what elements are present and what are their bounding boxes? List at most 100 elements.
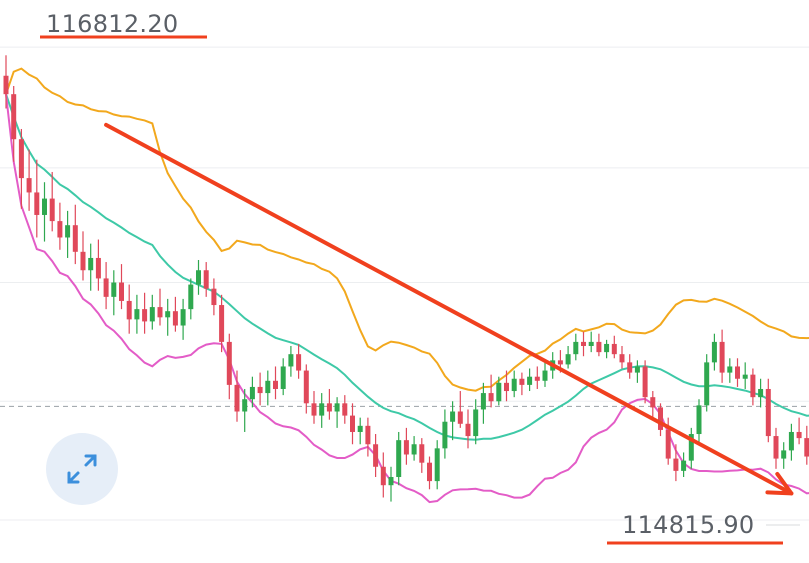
candle <box>573 334 578 361</box>
candle <box>342 395 347 424</box>
candle-body <box>681 461 686 471</box>
bollinger-middle-line <box>6 94 809 440</box>
candle-body <box>365 426 370 444</box>
candle <box>81 231 86 280</box>
candle-body <box>612 344 617 354</box>
candle-body <box>211 289 216 305</box>
candle-body <box>181 309 186 325</box>
candle <box>589 332 594 352</box>
candle-body <box>158 307 163 317</box>
candle <box>111 270 116 315</box>
candle-body <box>558 360 563 364</box>
candle <box>727 358 732 383</box>
candle-body <box>435 448 440 481</box>
candle <box>412 436 417 461</box>
candle-body <box>250 387 255 399</box>
candle-body <box>227 342 232 385</box>
candle <box>419 438 424 473</box>
candle-body <box>789 432 794 450</box>
candle <box>265 371 270 406</box>
candle <box>42 182 47 241</box>
candle <box>181 299 186 340</box>
candle <box>165 299 170 336</box>
candle-body <box>458 412 463 424</box>
candle <box>743 362 748 389</box>
candle-body <box>650 397 655 407</box>
candle-body <box>11 94 16 139</box>
candle <box>527 369 532 392</box>
candle-body <box>797 432 802 438</box>
candle <box>96 240 101 291</box>
candle <box>758 379 763 408</box>
candle-body <box>481 393 486 409</box>
candle <box>196 260 201 295</box>
candle-body <box>281 366 286 389</box>
candle-body <box>412 444 417 454</box>
trend-arrow-line <box>106 125 791 494</box>
candle <box>774 428 779 469</box>
candle <box>604 340 609 358</box>
candle-body <box>50 199 55 222</box>
candle <box>435 440 440 489</box>
candle <box>88 244 93 291</box>
candle-body <box>296 354 301 370</box>
candle <box>373 434 378 477</box>
candle <box>335 397 340 428</box>
candle <box>150 295 155 330</box>
candle <box>258 373 263 406</box>
candle <box>404 428 409 465</box>
candle-body <box>781 450 786 458</box>
candle <box>650 391 655 418</box>
candle <box>797 418 802 445</box>
candle-body <box>327 403 332 411</box>
bollinger-upper-line <box>6 69 809 391</box>
candle <box>204 262 209 297</box>
candle-body <box>342 403 347 415</box>
candle-body <box>396 440 401 477</box>
candle-body <box>73 225 78 252</box>
expand-button[interactable] <box>46 433 118 505</box>
candle-body <box>512 379 517 391</box>
candle <box>381 452 386 497</box>
candle-body <box>442 422 447 449</box>
candle <box>581 332 586 357</box>
candle-body <box>573 342 578 354</box>
candle-body <box>581 342 586 346</box>
candle-body <box>473 409 478 436</box>
candle-body <box>404 440 409 454</box>
candle-body <box>504 383 509 391</box>
candle <box>627 354 632 379</box>
candle-body <box>65 225 70 237</box>
candle-body <box>589 342 594 346</box>
candle <box>227 334 232 400</box>
candle-body <box>766 389 771 436</box>
candle-body <box>489 393 494 401</box>
candle-body <box>427 463 432 481</box>
candle <box>804 426 809 465</box>
expand-arrows-icon <box>62 449 102 489</box>
candle-body <box>27 178 32 192</box>
candle-body <box>265 381 270 393</box>
candle <box>134 295 139 334</box>
candle-body <box>312 403 317 415</box>
candle <box>119 264 124 309</box>
candle <box>458 391 463 428</box>
candle <box>766 379 771 442</box>
candle <box>365 418 370 457</box>
candle-body <box>288 354 293 366</box>
candle-body <box>666 430 671 459</box>
candle <box>188 278 193 319</box>
candle-body <box>319 403 324 415</box>
candle-body <box>389 477 394 485</box>
candle <box>658 403 663 436</box>
candle <box>466 409 471 448</box>
candle <box>127 285 132 334</box>
candle-body <box>727 366 732 372</box>
candle <box>512 371 517 398</box>
candle-body <box>104 278 109 296</box>
candle <box>50 172 55 231</box>
candle-body <box>165 311 170 317</box>
candle-body <box>96 258 101 278</box>
candle-body <box>758 389 763 397</box>
